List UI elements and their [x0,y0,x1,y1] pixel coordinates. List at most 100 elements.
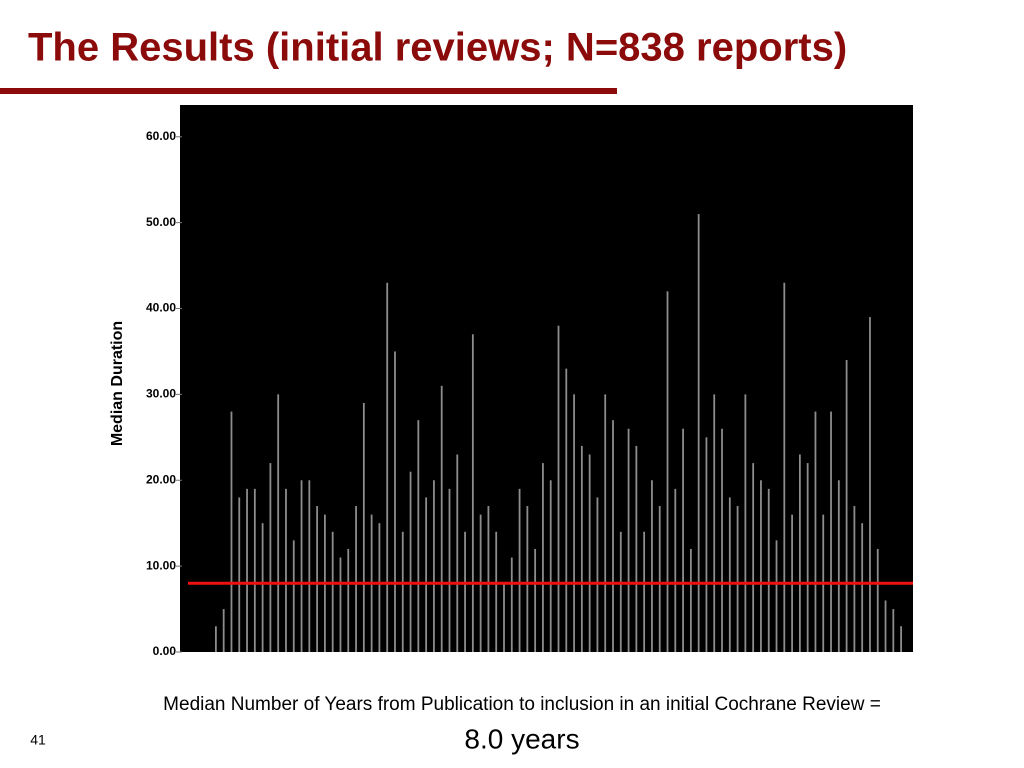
bar [783,282,786,652]
bar [580,445,583,652]
bar [425,497,428,652]
bar [355,506,357,652]
bar [651,480,653,652]
bar [736,506,739,652]
bar [292,540,295,652]
bar [760,480,762,652]
caption: Median Number of Years from Publication … [163,694,881,715]
plot-area [180,105,913,652]
bar [394,351,396,652]
bar [666,291,669,652]
bar [767,488,770,652]
bar [557,325,560,652]
bar [830,411,832,652]
bar [775,540,778,652]
bar [892,609,895,652]
bar [277,394,280,652]
bar [869,317,871,652]
bar [222,609,225,652]
bar [542,463,544,652]
bar [689,548,692,652]
bar [495,531,498,652]
bar [214,626,217,652]
page-number: 41 [30,732,46,748]
bar [549,480,552,652]
bar [503,583,505,652]
bar [316,506,319,652]
bar [362,402,365,652]
bar [261,523,264,652]
y-tick-label: 10.00 [146,558,176,572]
bar [861,523,864,652]
bar [285,488,287,652]
y-tick-label: 0.00 [153,644,177,658]
bar [417,420,420,652]
y-tick-label: 30.00 [146,387,176,401]
bar [853,506,856,652]
bar [682,428,684,652]
bar [534,548,537,652]
bar [456,454,459,652]
bar [339,557,342,652]
bar [487,506,490,652]
bar [752,463,755,652]
bar [448,488,451,652]
bar [900,626,903,652]
bar [409,471,412,652]
bar [300,480,303,652]
y-tick-label: 50.00 [146,215,176,229]
bar [798,454,801,652]
y-tick-label: 40.00 [146,301,176,315]
bar [331,531,334,652]
chart: 0.00 10.00 20.00 30.00 40.00 50.00 60.00 Median… [109,105,913,658]
bar [658,506,661,652]
bar [596,497,599,652]
bar [635,445,638,652]
bar [386,282,389,652]
bar [440,385,443,652]
bar [246,488,248,652]
bar [845,360,848,652]
y-tick-label: 20.00 [146,472,176,486]
bar [238,497,241,652]
bar [526,506,529,652]
bar [401,531,404,652]
bar [510,557,513,652]
caption-value: 8.0 years [464,723,579,754]
bar [697,214,700,652]
bar [518,488,521,652]
bar [565,368,568,652]
bar [604,394,607,652]
bar [705,437,708,652]
bar [471,334,474,652]
bar [674,488,677,652]
bar [619,531,622,652]
bar [713,394,716,652]
bar [308,480,311,652]
bar [806,463,809,652]
bar [744,394,747,652]
bar [728,497,731,652]
bar [612,420,614,652]
bar [573,394,575,652]
bar [230,411,233,652]
bar [837,480,840,652]
bar [627,428,630,652]
bar [814,411,817,652]
bar [643,531,646,652]
bar [347,548,350,652]
bar [433,480,435,652]
bar [721,428,723,652]
bar [884,600,887,652]
bar [378,523,381,652]
title-underline [0,88,617,94]
y-tick-label: 60.00 [146,129,176,143]
y-axis-label: Median Duration [109,321,126,446]
bar [588,454,591,652]
bar [464,531,466,652]
bar [876,548,879,652]
bar [269,463,272,652]
slide-title: The Results (initial reviews; N=838 repo… [28,26,847,70]
